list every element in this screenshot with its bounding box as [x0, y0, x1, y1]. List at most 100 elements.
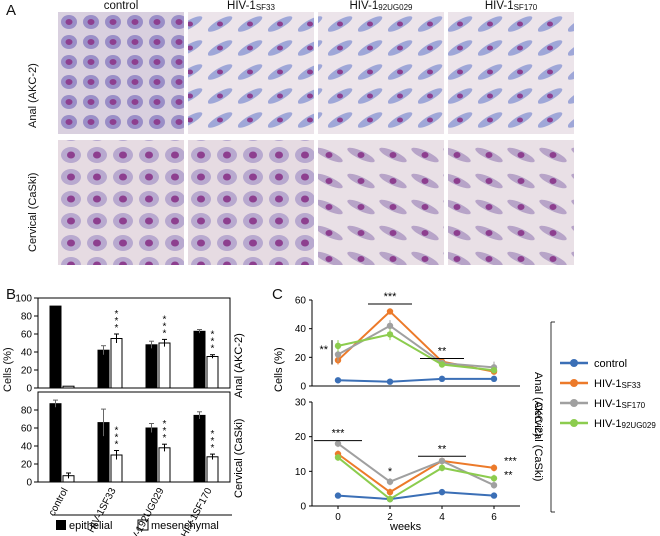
significance-label: * — [388, 466, 393, 478]
data-point-control — [490, 375, 498, 383]
data-point-HIV-192UG029 — [386, 331, 394, 338]
y-tick-label: 80 — [21, 312, 33, 323]
series-line-HIV-192UG029 — [337, 333, 495, 372]
significance-star: * — [163, 419, 167, 430]
data-point-control — [334, 492, 342, 499]
micrograph-cervical-sf33 — [188, 140, 314, 265]
legend-epithelial-swatch — [56, 520, 66, 530]
y-tick-label: 20 — [295, 353, 307, 364]
y-tick-label: 40 — [295, 324, 307, 335]
data-point-HIV-192UG029 — [438, 361, 446, 368]
significance-label: ** — [438, 345, 447, 357]
series-line-HIV-1SF33 — [337, 453, 495, 494]
data-point-HIV-1SF170 — [438, 457, 446, 465]
bar-mesenchymal — [62, 385, 75, 389]
column-header-control: control — [103, 0, 139, 12]
y-tick-label: 0 — [300, 382, 306, 393]
data-point-HIV-192UG029 — [490, 475, 498, 482]
y-tick-label: 0 — [26, 478, 32, 489]
panel-c-cervical-label: Cervical (CaSki) — [532, 402, 544, 481]
x-tick-label: 6 — [491, 512, 497, 523]
x-tick-label: 2 — [387, 512, 393, 523]
y-tick-label: 0 — [26, 384, 32, 395]
legend-label-HIV-1SF170: HIV-1SF170 — [594, 398, 646, 410]
legend-label-HIV-192UG029: HIV-192UG029 — [594, 418, 656, 430]
y-tick-label: 100 — [15, 294, 32, 305]
y-tick-label: 40 — [21, 348, 33, 359]
significance-star: * — [163, 328, 167, 339]
significance-star: * — [115, 316, 119, 327]
data-point-control — [438, 375, 446, 383]
data-point-HIV-192UG029 — [438, 464, 446, 472]
micrograph-anal-control — [58, 12, 184, 134]
data-point-HIV-1SF33 — [386, 488, 394, 496]
panel-c-y-axis-label: Cells (%) — [273, 347, 285, 392]
micrograph-anal-92ug029 — [318, 12, 444, 134]
significance-star: * — [211, 337, 215, 348]
panel-b-frame — [37, 297, 231, 389]
legend-label-HIV-1SF33: HIV-1SF33 — [594, 378, 641, 390]
data-point-control — [490, 492, 498, 499]
significance-star: * — [163, 433, 167, 444]
micrograph-cervical-control — [58, 140, 184, 265]
data-point-HIV-1SF170 — [334, 351, 342, 358]
significance-label: *** — [504, 455, 518, 467]
data-point-control — [334, 377, 342, 384]
data-point-HIV-1SF33 — [490, 464, 498, 472]
column-header-sf33: HIV-1SF33 — [227, 0, 275, 12]
y-tick-label: 10 — [295, 467, 307, 478]
data-point-control — [438, 488, 446, 496]
legend-marker-HIV-192UG029 — [570, 419, 578, 427]
x-tick-label: 4 — [439, 512, 445, 523]
panel-c-anal-label: Anal (AKC-2) — [532, 372, 544, 437]
significance-star: * — [211, 429, 215, 440]
legend-marker-HIV-1SF33 — [570, 379, 578, 387]
micrograph-anal-sf33 — [188, 12, 314, 134]
panel-c-x-axis-label: weeks — [389, 521, 422, 533]
significance-label: ** — [504, 469, 513, 481]
significance-star: * — [211, 436, 215, 447]
y-tick-label: 20 — [21, 366, 33, 377]
panel-b-cervical-label: Cervical (CaSki) — [233, 419, 245, 498]
significance-label: ** — [438, 443, 447, 455]
significance-star: * — [211, 344, 215, 355]
micrograph-grid — [58, 12, 574, 265]
series-line-HIV-1SF170 — [337, 324, 495, 369]
significance-star: * — [115, 426, 119, 437]
significance-star: * — [115, 309, 119, 320]
significance-star: * — [211, 443, 215, 454]
x-tick-label: 0 — [335, 512, 341, 523]
y-tick-label: 20 — [295, 432, 307, 443]
significance-star: * — [115, 323, 119, 334]
data-point-HIV-1SF170 — [490, 482, 498, 489]
panel-a-letter: A — [6, 2, 17, 19]
significance-label: *** — [384, 291, 398, 303]
legend-epithelial-label: epithelial — [69, 520, 112, 532]
legend-marker-control — [570, 359, 578, 367]
data-point-HIV-1SF170 — [386, 322, 394, 329]
series-line-control — [337, 491, 495, 501]
data-point-control — [386, 378, 394, 385]
y-tick-label: 60 — [21, 330, 33, 341]
data-point-HIV-192UG029 — [490, 367, 498, 374]
significance-star: * — [163, 321, 167, 332]
data-point-HIV-1SF170 — [334, 440, 342, 447]
data-point-HIV-1SF170 — [386, 478, 394, 485]
data-point-HIV-192UG029 — [386, 495, 394, 503]
series-line-control — [337, 377, 494, 383]
column-header-sf170: HIV-1SF170 — [484, 0, 538, 12]
column-header-92ug029: HIV-192UG029 — [349, 0, 413, 12]
significance-star: * — [211, 330, 215, 341]
micrograph-cervical-sf170 — [448, 140, 574, 265]
y-tick-label: 30 — [295, 398, 307, 409]
panel-b-anal-label: Anal (AKC-2) — [233, 333, 245, 398]
micrograph-cervical-92ug029 — [318, 140, 444, 265]
data-point-HIV-192UG029 — [334, 342, 342, 350]
y-tick-label: 40 — [21, 442, 33, 453]
panel-b-frame — [37, 391, 231, 483]
legend-label-control: control — [594, 358, 627, 370]
y-tick-label: 60 — [21, 424, 33, 435]
significance-star: * — [163, 426, 167, 437]
legend-mesenchymal-swatch — [137, 519, 149, 531]
